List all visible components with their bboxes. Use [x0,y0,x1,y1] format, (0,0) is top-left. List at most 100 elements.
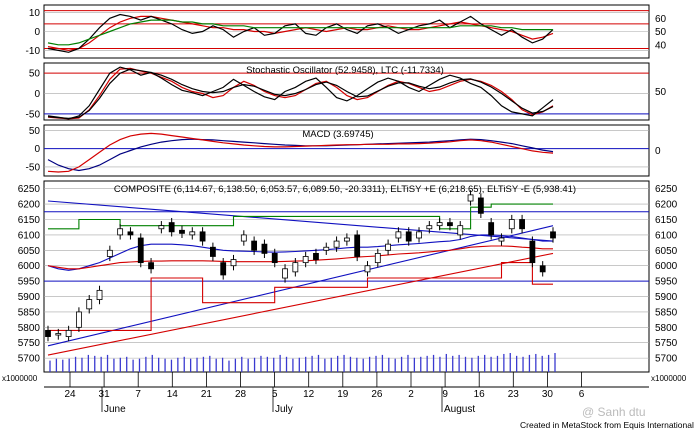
y-tick-label-right: 5950 [655,277,678,288]
x-tick-label: 16 [474,389,486,400]
y-tick-label: 5750 [18,338,41,349]
candle [76,311,82,328]
candle [240,234,247,242]
x-tick-label: 31 [99,389,111,400]
y-tick-label: 0 [34,27,40,38]
price-line [47,234,553,271]
y-tick-label-right: 6250 [655,184,678,195]
y-tick-label: 50 [29,126,41,137]
x-tick-label: 24 [64,389,76,400]
y-tick-label-right: 5900 [655,292,678,303]
x-tick-label: 12 [303,389,315,400]
volume-scale-right: x1000000 [651,374,687,383]
series-line [47,19,553,46]
y-tick-label: 6200 [18,200,41,211]
y-tick-label-right: 6050 [655,246,678,257]
candle [519,219,525,230]
candle [550,231,556,239]
candle [220,262,227,276]
candle [271,252,278,264]
month-label: August [444,404,475,415]
y-tick-label-right: 50 [655,27,667,38]
candle [189,231,196,236]
candle [168,222,175,233]
y-tick-label: -50 [26,162,41,173]
candle [282,268,288,279]
month-label: July [275,404,293,415]
y-tick-label-right: 6000 [655,261,678,272]
candle [374,252,381,264]
price-line [47,245,553,270]
y-tick-label: 50 [29,69,41,80]
stoch-title: Stochastic Oscillator (52.9458), LTC (-1… [246,65,444,76]
candle [127,231,134,236]
candle [447,222,453,227]
candle [117,228,124,236]
price-title: COMPOSITE (6,114.67, 6,138.50, 6,053.57,… [114,184,576,195]
price-line [48,262,553,331]
candle [416,231,422,239]
y-tick-label-right: 5750 [655,338,678,349]
series-line [47,138,554,172]
candle [405,231,412,242]
panel-frame [43,180,650,373]
y-tick-label-right: 6200 [655,200,678,211]
panel-frame [43,62,650,121]
price-line [48,203,553,230]
candle [477,197,484,214]
x-tick-label: 26 [371,389,383,400]
x-tick-label: 6 [579,389,585,400]
credit-text: Created in MetaStock from Equis Internat… [520,420,694,430]
candle [457,225,464,236]
candle [539,265,546,273]
y-tick-label: -10 [26,46,41,57]
candle [106,249,113,257]
candle [45,330,51,337]
candle [333,240,340,248]
y-tick-label: 6250 [18,184,41,195]
candle [436,222,443,227]
x-tick-label: 19 [337,389,349,400]
volume-scale-left: x1000000 [2,374,38,383]
panel-frame [43,124,650,177]
macd-title: MACD (3.69745) [302,129,373,140]
series-line [47,66,554,120]
candle [488,222,495,236]
candle [343,237,350,242]
watermark: @ Sanh dtu [582,405,646,419]
x-tick-label: 2 [408,389,414,400]
y-tick-label: 0 [34,89,40,100]
candle [292,262,299,273]
candle [137,237,144,264]
price-line [47,225,554,347]
x-tick-label: 7 [135,389,141,400]
candle [230,259,237,267]
y-tick-label: 5800 [18,323,41,334]
y-tick-label: 6050 [18,246,41,257]
x-tick-label: 30 [542,389,554,400]
y-tick-label: 5950 [18,277,41,288]
candle [86,299,93,310]
y-tick-label: -50 [26,109,41,120]
candle [395,231,402,239]
candle [354,234,361,257]
candle [313,252,319,260]
y-tick-label: 0 [34,144,40,155]
price-line [47,200,554,242]
candle [426,225,433,230]
candle [158,225,165,230]
y-tick-label: 6100 [18,230,41,241]
candle [261,243,268,254]
x-tick-label: 14 [167,389,179,400]
candle [508,219,515,230]
y-tick-label: 6000 [18,261,41,272]
y-tick-label-right: 5850 [655,307,678,318]
series-line [47,132,554,173]
x-tick-label: 9 [442,389,448,400]
y-tick-label: 6150 [18,215,41,226]
month-label: June [104,404,126,415]
y-tick-label: 5850 [18,307,41,318]
y-tick-label: 10 [29,8,41,19]
candle [199,231,206,242]
